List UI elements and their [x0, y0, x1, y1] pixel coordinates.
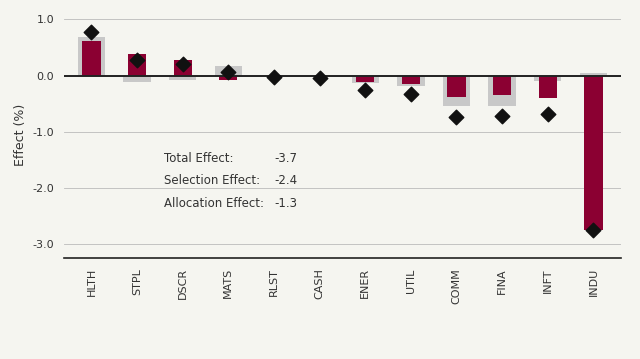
Text: -3.7: -3.7 [274, 151, 297, 164]
Text: Total Effect:: Total Effect: [164, 151, 234, 164]
Text: -1.3: -1.3 [274, 196, 297, 210]
Bar [402, 75, 420, 84]
Text: Allocation Effect:: Allocation Effect: [164, 196, 264, 210]
Total Effect [223, 69, 234, 74]
Bar [124, 75, 150, 82]
Bar [534, 75, 561, 81]
Y-axis label: Effect (%): Effect (%) [14, 103, 27, 166]
Text: Selection Effect:: Selection Effect: [164, 174, 260, 187]
Bar [443, 75, 470, 107]
Total Effect [86, 29, 97, 34]
Total Effect [314, 75, 324, 81]
Bar [539, 75, 557, 98]
Bar [356, 75, 374, 82]
Bar [580, 73, 607, 75]
Bar [169, 75, 196, 80]
Bar [584, 75, 602, 230]
Bar [173, 60, 192, 75]
Bar [83, 41, 100, 75]
Bar [128, 54, 146, 75]
Bar [77, 37, 105, 75]
Total Effect [132, 57, 142, 63]
Bar [488, 75, 516, 107]
Total Effect [177, 61, 188, 67]
Total Effect [360, 87, 371, 93]
Total Effect [451, 114, 461, 120]
Text: -2.4: -2.4 [274, 174, 297, 187]
Bar [447, 75, 466, 97]
Bar [397, 75, 424, 86]
Total Effect [543, 111, 553, 117]
Bar [214, 66, 242, 75]
Bar [219, 75, 237, 80]
Total Effect [588, 228, 598, 233]
Total Effect [497, 113, 508, 119]
Total Effect [269, 74, 279, 80]
Bar [351, 75, 379, 83]
Bar [493, 75, 511, 95]
Total Effect [406, 91, 416, 97]
